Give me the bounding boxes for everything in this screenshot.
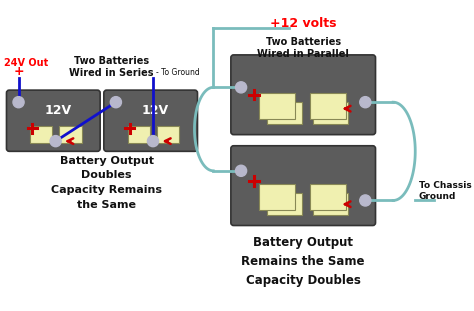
Text: Battery Output
Remains the Same
Capacity Doubles: Battery Output Remains the Same Capacity… [241,236,365,287]
FancyBboxPatch shape [310,184,346,210]
Circle shape [236,82,246,93]
Text: Battery Output
Doubles
Capacity Remains
the Same: Battery Output Doubles Capacity Remains … [51,156,162,210]
FancyBboxPatch shape [313,193,348,215]
FancyBboxPatch shape [259,184,295,210]
FancyBboxPatch shape [267,193,302,215]
Circle shape [236,165,246,176]
Text: +12 volts: +12 volts [270,17,337,30]
FancyBboxPatch shape [128,126,150,143]
FancyBboxPatch shape [157,126,179,143]
FancyBboxPatch shape [59,126,82,143]
Text: Two Batteries
Wired in Series: Two Batteries Wired in Series [69,57,154,78]
Text: - To Ground: - To Ground [156,68,200,77]
Text: 12V: 12V [142,104,169,117]
FancyBboxPatch shape [267,102,302,124]
Circle shape [13,97,24,108]
Circle shape [360,195,371,206]
FancyBboxPatch shape [231,146,375,225]
FancyBboxPatch shape [104,90,198,151]
FancyBboxPatch shape [231,55,375,135]
Text: +: + [13,65,24,78]
Text: Two Batteries
Wired in Parallel: Two Batteries Wired in Parallel [257,37,349,59]
Circle shape [147,136,158,147]
FancyBboxPatch shape [7,90,100,151]
Text: To Chassis
Ground: To Chassis Ground [419,182,472,201]
FancyBboxPatch shape [313,102,348,124]
Circle shape [50,136,61,147]
Circle shape [110,97,121,108]
Text: 24V Out: 24V Out [4,58,48,68]
FancyBboxPatch shape [30,126,53,143]
Circle shape [360,97,371,108]
FancyBboxPatch shape [310,93,346,119]
Text: 12V: 12V [44,104,71,117]
FancyBboxPatch shape [259,93,295,119]
